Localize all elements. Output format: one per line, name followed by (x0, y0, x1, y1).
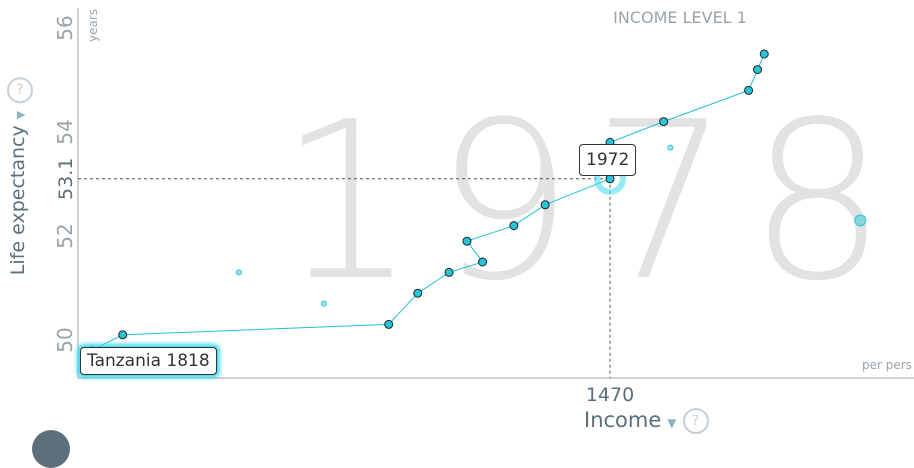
y-tick-label: 54 (53, 119, 77, 144)
y-tick-label: 56 (53, 15, 77, 40)
y-tick-label: 53.1 (55, 158, 77, 200)
trail-point (118, 330, 128, 340)
question-icon[interactable]: ? (7, 76, 33, 103)
trail-point (605, 174, 615, 184)
y-tick-label: 50 (53, 327, 77, 352)
x-tick-label: 1470 (586, 384, 634, 406)
triangle-down-icon[interactable]: ▼ (14, 110, 27, 120)
trail-point (659, 117, 669, 127)
points (235, 144, 867, 307)
trail-point (444, 267, 454, 277)
trail-point (384, 319, 394, 329)
y-tick-label: 52 (53, 223, 77, 248)
data-point (320, 300, 327, 307)
x-axis-selector[interactable]: Income ▼? (584, 408, 709, 434)
trail-line (91, 53, 765, 351)
trail-point (509, 221, 519, 231)
bubble-chart: 1978 50 52 53.1 54 56 1470 (53, 8, 914, 406)
trail-point (413, 288, 423, 298)
highlight-reference-lines (78, 178, 611, 378)
year-tooltip: 1972 (579, 144, 637, 176)
axes: 50 52 53.1 54 56 1470 (53, 8, 914, 406)
y-unit-label: years (86, 8, 100, 42)
trail-point (478, 257, 488, 267)
data-point (667, 144, 674, 151)
trail-point (540, 200, 550, 210)
x-unit-label: per pers (862, 358, 912, 372)
play-button[interactable] (32, 430, 70, 468)
triangle-down-icon[interactable]: ▼ (667, 416, 677, 430)
trail-point (753, 65, 763, 75)
data-point (854, 214, 867, 227)
data-point (235, 269, 242, 276)
x-axis-label: Income (584, 408, 662, 432)
trail-point (759, 49, 769, 59)
trail-point (462, 236, 472, 246)
income-level-label: INCOME LEVEL 1 (613, 8, 747, 27)
y-axis-selector[interactable]: Life expectancy ▼? (7, 76, 33, 276)
country-tooltip: Tanzania 1818 (80, 347, 217, 375)
question-icon[interactable]: ? (682, 408, 709, 434)
year-watermark: 1978 (278, 76, 905, 329)
trail-point (744, 85, 754, 95)
y-axis-label: Life expectancy (7, 125, 29, 276)
